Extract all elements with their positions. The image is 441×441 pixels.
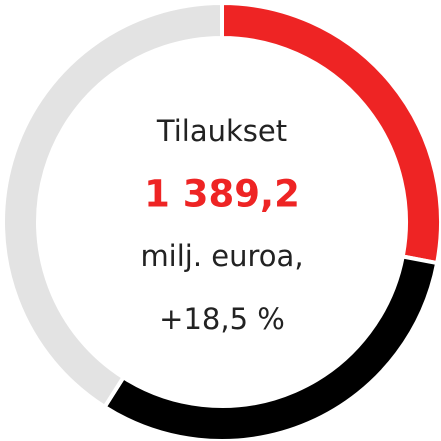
center-unit: milj. euroa, bbox=[140, 239, 303, 273]
donut-segment bbox=[101, 254, 440, 441]
center-value: 1 389,2 bbox=[144, 173, 300, 216]
center-change: +18,5 % bbox=[159, 302, 285, 336]
center-title: Tilaukset bbox=[156, 114, 287, 148]
donut-segment bbox=[1, 0, 224, 410]
